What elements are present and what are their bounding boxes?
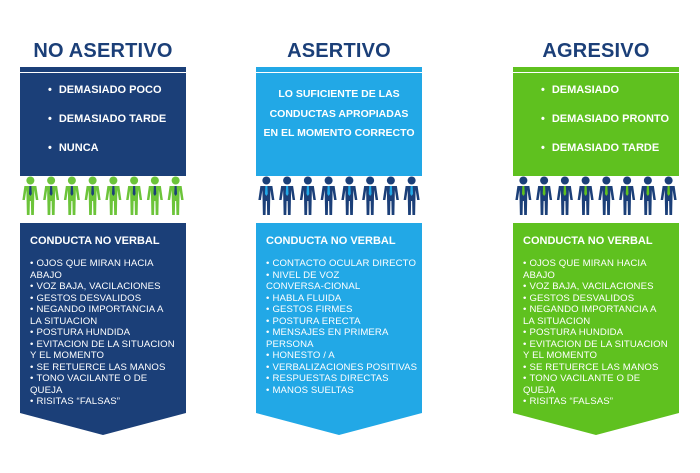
list-item: • TONO VACILANTE O DE QUEJA bbox=[523, 373, 641, 396]
person-icon bbox=[63, 176, 80, 215]
column-title: AGRESIVO bbox=[542, 40, 650, 62]
title-underline bbox=[20, 67, 186, 72]
top-item: • DEMASIADO TARDE bbox=[541, 142, 660, 154]
person-icon bbox=[536, 176, 553, 215]
list-item: • NEGANDO IMPORTANCIA A bbox=[523, 304, 657, 315]
list-item: • SE RETUERCE LAS MANOS bbox=[523, 361, 659, 373]
list-item: ABAJO bbox=[30, 269, 62, 281]
person-icon bbox=[362, 176, 379, 215]
person-icon bbox=[146, 176, 163, 215]
person-icon bbox=[43, 176, 60, 215]
list-item: • OJOS QUE MIRAN HACIA bbox=[523, 258, 647, 269]
bottom-banner bbox=[513, 223, 679, 443]
top-box: • DEMASIADO • DEMASIADO PRONTO • DEMASIADO … bbox=[513, 73, 679, 176]
list-item: • NIVEL DE VOZ bbox=[266, 269, 340, 281]
people-row bbox=[20, 176, 186, 216]
person-icon bbox=[382, 176, 399, 215]
list-item: • VOZ BAJA, VACILACIONES bbox=[523, 281, 654, 292]
list-item: ABAJO bbox=[523, 269, 555, 281]
bottom-banner bbox=[20, 223, 186, 443]
list-item: • CONTACTO OCULAR DIRECTO bbox=[266, 258, 417, 269]
person-icon bbox=[403, 176, 420, 215]
bottom-banner bbox=[256, 223, 422, 443]
list-item: Y EL MOMENTO bbox=[30, 350, 105, 361]
list-item: • RISITAS “FALSAS” bbox=[30, 396, 120, 407]
list-item: • HONESTO / A bbox=[266, 350, 335, 361]
section-subtitle: CONDUCTA NO VERBAL bbox=[266, 235, 396, 247]
top-item: • DEMASIADO PRONTO bbox=[541, 113, 669, 125]
list-item: PERSONA bbox=[266, 338, 314, 350]
list-item: • POSTURA ERECTA bbox=[266, 315, 361, 327]
top-item: • DEMASIADO POCO bbox=[48, 84, 162, 96]
people-row bbox=[513, 176, 679, 216]
list-item: Y EL MOMENTO bbox=[523, 350, 598, 361]
top-item: • NUNCA bbox=[48, 142, 99, 154]
person-icon bbox=[515, 176, 532, 215]
person-icon bbox=[341, 176, 358, 215]
behavior-list: • CONTACTO OCULAR DIRECTO • NIVEL DE VOZ C… bbox=[266, 258, 418, 396]
top-description: LO SUFICIENTE DE LAS CONDUCTAS APROPIADA… bbox=[263, 88, 415, 139]
column-title: ASERTIVO bbox=[287, 40, 391, 62]
person-icon bbox=[619, 176, 636, 215]
list-item: • VOZ BAJA, VACILACIONES bbox=[30, 281, 161, 292]
list-item: • POSTURA HUNDIDA bbox=[523, 327, 624, 338]
top-box: LO SUFICIENTE DE LAS CONDUCTAS APROPIADA… bbox=[256, 73, 422, 176]
top-item: • DEMASIADO TARDE bbox=[48, 113, 167, 125]
person-icon bbox=[598, 176, 615, 215]
person-icon bbox=[258, 176, 275, 215]
person-icon bbox=[105, 176, 122, 215]
list-item: • MANOS SUELTAS bbox=[266, 384, 354, 396]
behavior-list: • OJOS QUE MIRAN HACIA ABAJO • VOZ BAJA, V… bbox=[523, 258, 675, 408]
list-item: • MENSAJES EN PRIMERA bbox=[266, 327, 389, 338]
list-item: • EVITACION DE LA SITUACION bbox=[30, 338, 175, 350]
list-item: • RISITAS “FALSAS” bbox=[523, 396, 613, 407]
list-item: • RESPUESTAS DIRECTAS bbox=[266, 373, 389, 384]
title-underline bbox=[513, 67, 679, 72]
person-icon bbox=[556, 176, 573, 215]
top-item: • DEMASIADO bbox=[541, 84, 620, 96]
person-icon bbox=[279, 176, 296, 215]
people-row bbox=[256, 176, 422, 216]
behavior-list: • OJOS QUE MIRAN HACIA ABAJO • VOZ BAJA, V… bbox=[30, 258, 182, 408]
person-icon bbox=[660, 176, 677, 215]
list-item: • GESTOS DESVALIDOS bbox=[30, 292, 142, 304]
list-item: • VERBALIZACIONES POSITIVAS bbox=[266, 361, 418, 373]
list-item: • SE RETUERCE LAS MANOS bbox=[30, 361, 166, 373]
list-item: LA SITUACION bbox=[30, 315, 98, 327]
list-item: • GESTOS DESVALIDOS bbox=[523, 292, 635, 304]
person-icon bbox=[167, 176, 184, 215]
person-icon bbox=[320, 176, 337, 215]
person-icon bbox=[299, 176, 316, 215]
person-icon bbox=[22, 176, 39, 215]
list-item: • TONO VACILANTE O DE QUEJA bbox=[30, 373, 148, 396]
list-item: • GESTOS FIRMES bbox=[266, 304, 353, 315]
top-list: • DEMASIADO POCO • DEMASIADO TARDE • NUNCA bbox=[48, 83, 166, 170]
list-item: LA SITUACION bbox=[523, 315, 591, 327]
section-subtitle: CONDUCTA NO VERBAL bbox=[30, 235, 160, 247]
person-icon bbox=[639, 176, 656, 215]
column-title: NO ASERTIVO bbox=[33, 40, 173, 62]
list-item: CONVERSA-CIONAL bbox=[266, 281, 361, 292]
list-item: • POSTURA HUNDIDA bbox=[30, 327, 131, 338]
title-underline bbox=[256, 67, 422, 72]
top-list: • DEMASIADO • DEMASIADO PRONTO • DEMASIADO … bbox=[541, 83, 669, 170]
section-subtitle: CONDUCTA NO VERBAL bbox=[523, 235, 653, 247]
list-item: • OJOS QUE MIRAN HACIA bbox=[30, 258, 154, 269]
list-item: • NEGANDO IMPORTANCIA A bbox=[30, 304, 164, 315]
list-item: • HABLA FLUIDA bbox=[266, 292, 342, 304]
person-icon bbox=[84, 176, 101, 215]
top-box: • DEMASIADO POCO • DEMASIADO TARDE • NUNCA bbox=[20, 73, 186, 176]
person-icon bbox=[577, 176, 594, 215]
list-item: • EVITACION DE LA SITUACION bbox=[523, 338, 668, 350]
person-icon bbox=[126, 176, 143, 215]
